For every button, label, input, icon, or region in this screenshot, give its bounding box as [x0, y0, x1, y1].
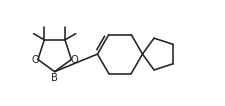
Text: O: O	[70, 54, 78, 65]
Text: O: O	[31, 54, 39, 65]
Text: B: B	[51, 73, 58, 83]
